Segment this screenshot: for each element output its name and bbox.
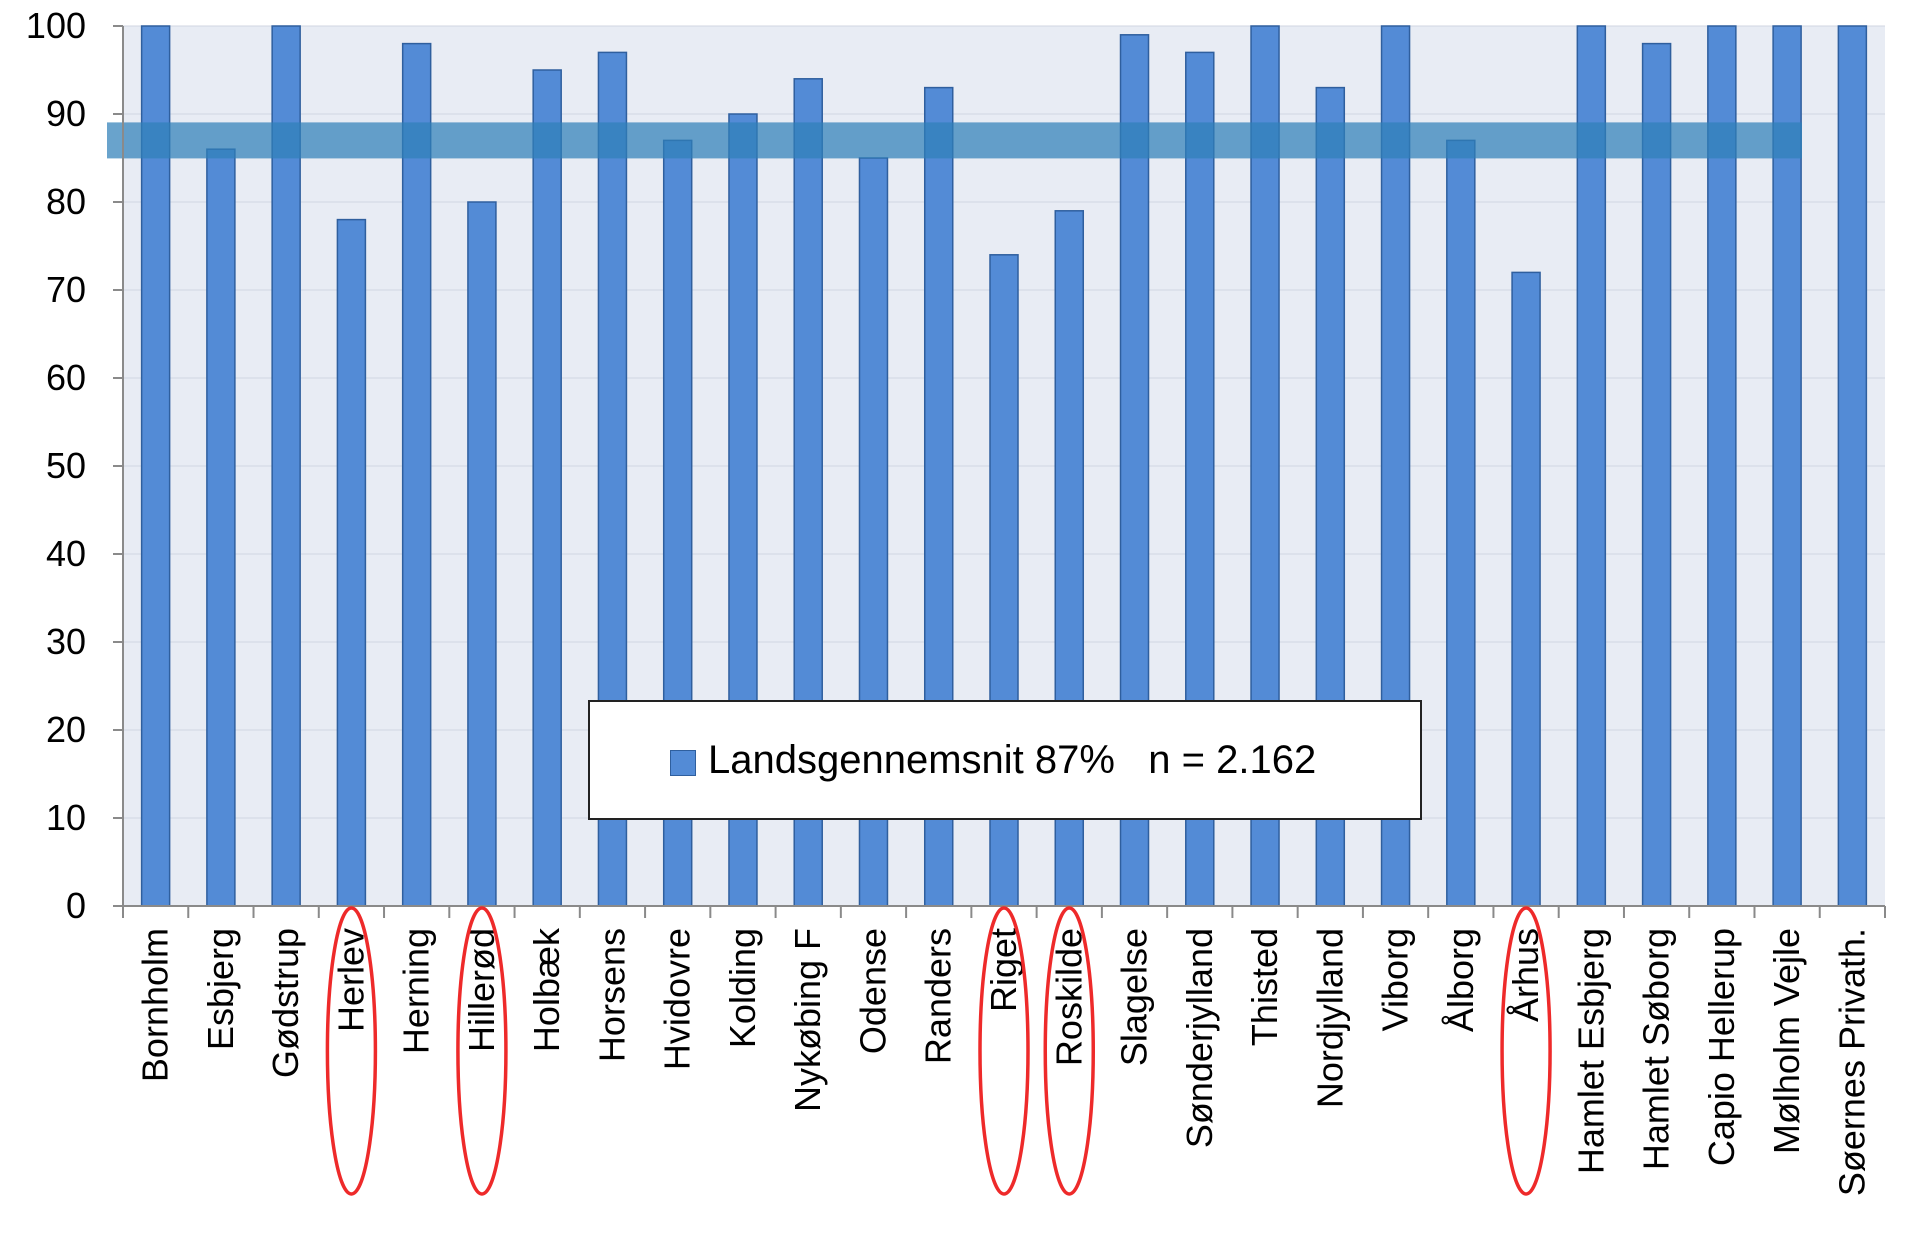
bar: [206, 148, 236, 907]
y-tick-label: 0: [66, 885, 86, 926]
x-tick-label: Ålborg: [1440, 928, 1481, 1032]
x-tick-label: Mølholm Vejle: [1766, 928, 1807, 1154]
y-tick-label: 20: [46, 709, 86, 750]
highlight-ovals: [325, 906, 1552, 1196]
bar: [1511, 271, 1541, 907]
bar: [401, 42, 432, 907]
x-tick-label: Hamlet Esbjerg: [1570, 928, 1611, 1174]
x-tick-label: Thisted: [1244, 928, 1285, 1046]
y-tick-label: 100: [26, 5, 86, 46]
y-tick-label: 90: [46, 93, 86, 134]
x-tick-label: Herlev: [330, 928, 371, 1032]
legend-swatch: [670, 750, 696, 776]
x-tick-label: Viborg: [1375, 928, 1416, 1031]
x-tick-label: Horsens: [591, 928, 632, 1062]
legend-label: Landsgennemsnit 87% n = 2.162: [708, 738, 1317, 782]
x-tick-label: Slagelse: [1114, 928, 1155, 1066]
x-tick-label: Sønderjylland: [1179, 928, 1220, 1148]
bar: [1641, 42, 1672, 907]
x-tick-label: Esbjerg: [200, 928, 241, 1050]
highlight-oval: [978, 906, 1030, 1196]
bar: [532, 69, 562, 907]
x-tick-label: Nordjylland: [1309, 928, 1350, 1108]
y-tick-label: 40: [46, 533, 86, 574]
bar: [1446, 139, 1476, 907]
highlight-oval: [1500, 906, 1552, 1196]
bar: [271, 25, 301, 907]
x-tick-label: Roskilde: [1048, 928, 1089, 1066]
y-tick-label: 70: [46, 269, 86, 310]
y-tick-label: 50: [46, 445, 86, 486]
legend: Landsgennemsnit 87% n = 2.162: [588, 700, 1422, 820]
reference-band: [107, 122, 1802, 159]
highlight-oval: [456, 906, 508, 1196]
x-tick-label: Søernes Privath.: [1831, 928, 1872, 1196]
bar: [336, 218, 367, 907]
x-tick-label: Bornholm: [135, 928, 176, 1082]
bar: [1576, 25, 1607, 907]
y-tick-labels: 0 10 20 30 40 50 60 70 80 90 100: [26, 5, 86, 926]
bar: [1707, 25, 1737, 907]
bar: [1837, 25, 1868, 907]
x-tick-label: Holbæk: [526, 927, 567, 1052]
x-tick-label: Herning: [396, 928, 437, 1054]
highlight-oval: [325, 906, 378, 1196]
bar: [140, 25, 171, 907]
x-tick-label: Gødstrup: [265, 928, 306, 1078]
x-tick-label: Hillerød: [461, 928, 502, 1052]
axes: [113, 25, 1886, 918]
x-tick-label: Nykøbing F: [787, 928, 828, 1112]
x-tick-label: Hvidovre: [657, 928, 698, 1070]
x-tick-label: Randers: [918, 928, 959, 1064]
x-tick-label: Hamlet Søborg: [1636, 928, 1677, 1170]
x-tick-label: Odense: [852, 928, 893, 1054]
x-tick-label: Kolding: [722, 928, 763, 1048]
y-tick-label: 60: [46, 357, 86, 398]
highlight-oval: [1043, 906, 1096, 1196]
y-tick-label: 30: [46, 621, 86, 662]
bar: [467, 201, 497, 907]
x-tick-labels: Bornholm Esbjerg Gødstrup Herlev Herning Hill…: [135, 927, 1873, 1196]
y-tick-label: 10: [46, 797, 86, 838]
bar: [1772, 25, 1802, 907]
x-tick-label: Capio Hellerup: [1701, 928, 1742, 1166]
y-tick-label: 80: [46, 181, 86, 222]
reference-band-rect: [107, 122, 1802, 159]
